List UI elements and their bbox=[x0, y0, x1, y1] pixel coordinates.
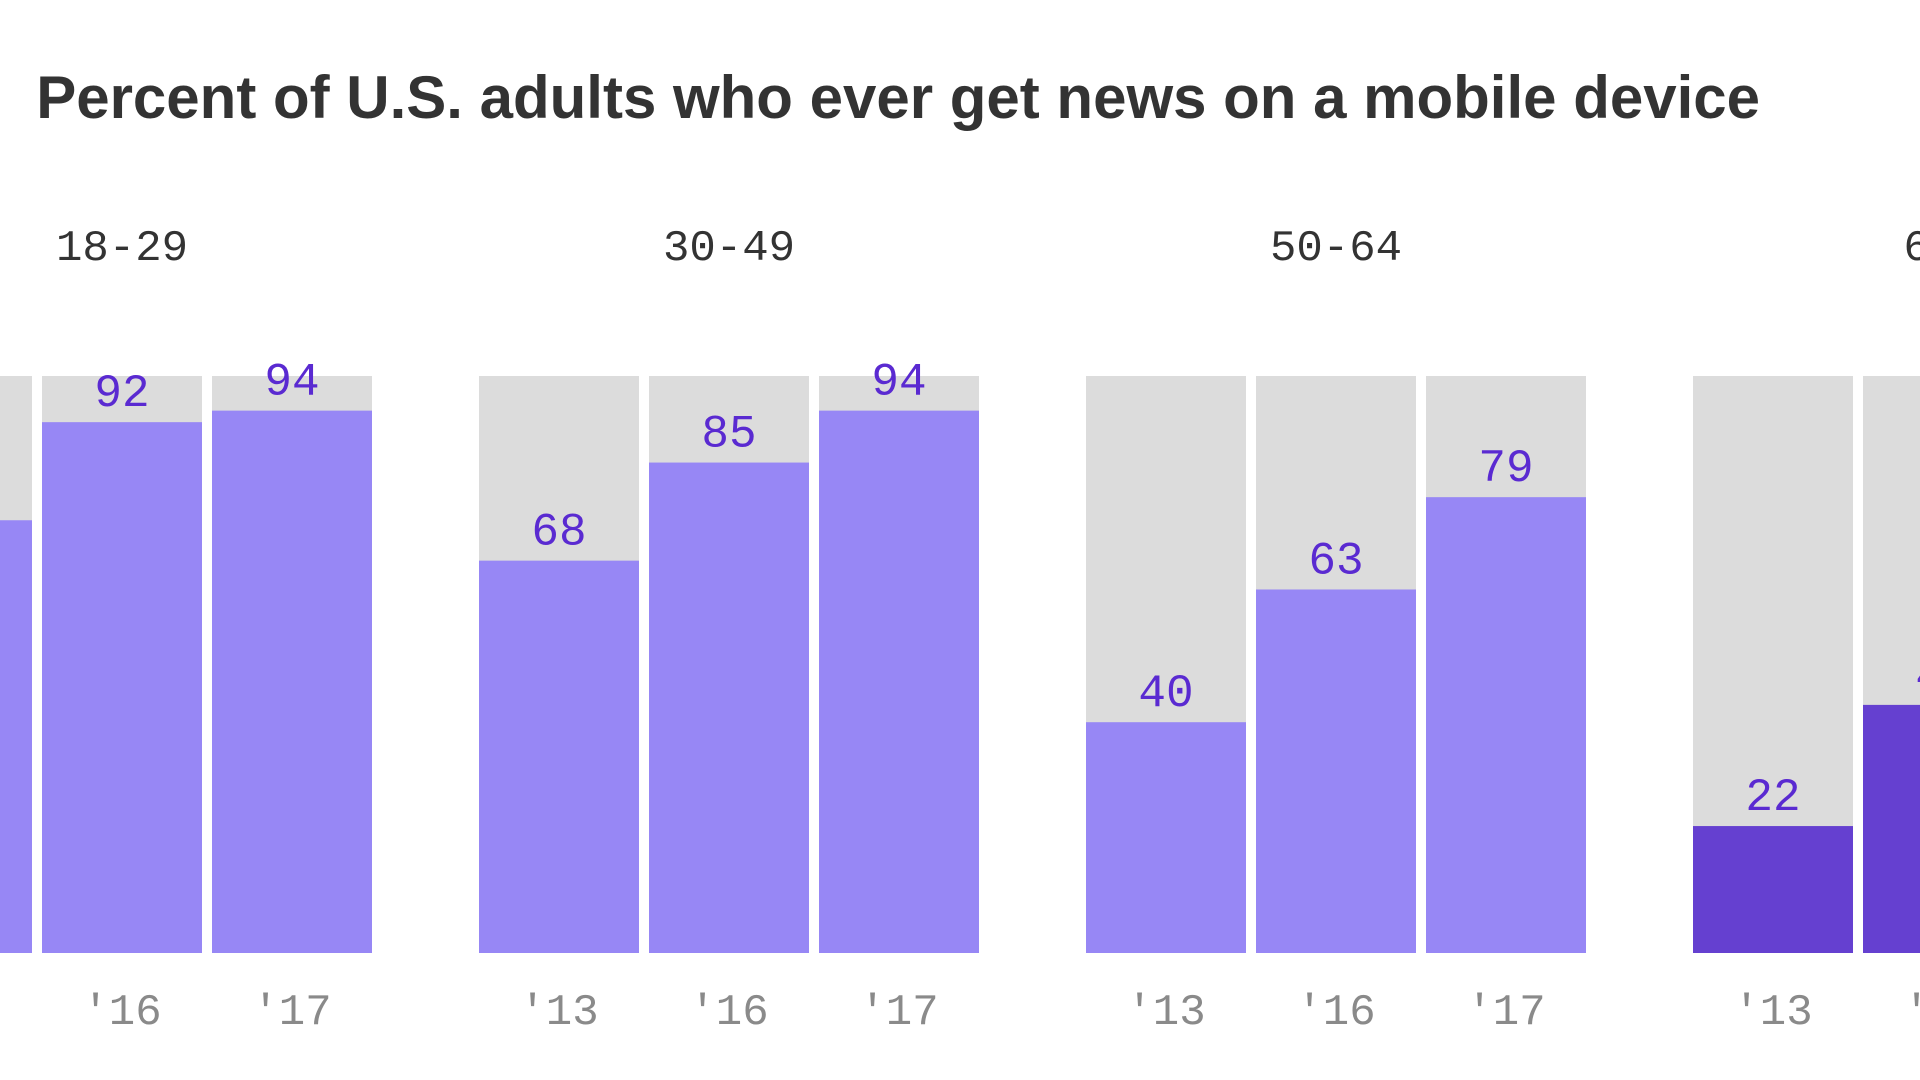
group-label: 65+ bbox=[1903, 224, 1920, 274]
value-label: 85 bbox=[701, 409, 756, 461]
year-label: '17 bbox=[859, 988, 938, 1038]
bar bbox=[1086, 722, 1246, 953]
year-label: '16 bbox=[689, 988, 768, 1038]
year-label: '17 bbox=[1466, 988, 1545, 1038]
bar bbox=[42, 422, 202, 953]
value-label: 22 bbox=[1745, 772, 1800, 824]
chart-title: Percent of U.S. adults who ever get news… bbox=[36, 64, 1760, 131]
bar bbox=[649, 462, 809, 953]
bar bbox=[1256, 589, 1416, 953]
value-label: 94 bbox=[264, 357, 319, 409]
value-label: 40 bbox=[1138, 668, 1193, 720]
bar bbox=[0, 520, 32, 953]
value-label: 79 bbox=[1478, 443, 1533, 495]
bar bbox=[1863, 704, 1920, 953]
group-label: 30-49 bbox=[663, 224, 795, 274]
bar bbox=[1426, 497, 1586, 953]
year-label: '13 bbox=[1733, 988, 1812, 1038]
value-label: 92 bbox=[94, 368, 149, 420]
year-label: '16 bbox=[82, 988, 161, 1038]
year-label: '17 bbox=[252, 988, 331, 1038]
bar bbox=[212, 410, 372, 953]
bar bbox=[819, 410, 979, 953]
year-label: '16 bbox=[1296, 988, 1375, 1038]
group-label: 50-64 bbox=[1270, 224, 1402, 274]
value-label: 94 bbox=[871, 357, 926, 409]
value-label: 43 bbox=[1915, 651, 1920, 703]
bar bbox=[479, 560, 639, 953]
value-label: 63 bbox=[1308, 535, 1363, 587]
value-label: 68 bbox=[531, 507, 586, 559]
year-label: '16 bbox=[1903, 988, 1920, 1038]
year-label: '13 bbox=[519, 988, 598, 1038]
group-label: 18-29 bbox=[56, 224, 188, 274]
bar bbox=[1693, 826, 1853, 953]
year-label: '13 bbox=[1126, 988, 1205, 1038]
